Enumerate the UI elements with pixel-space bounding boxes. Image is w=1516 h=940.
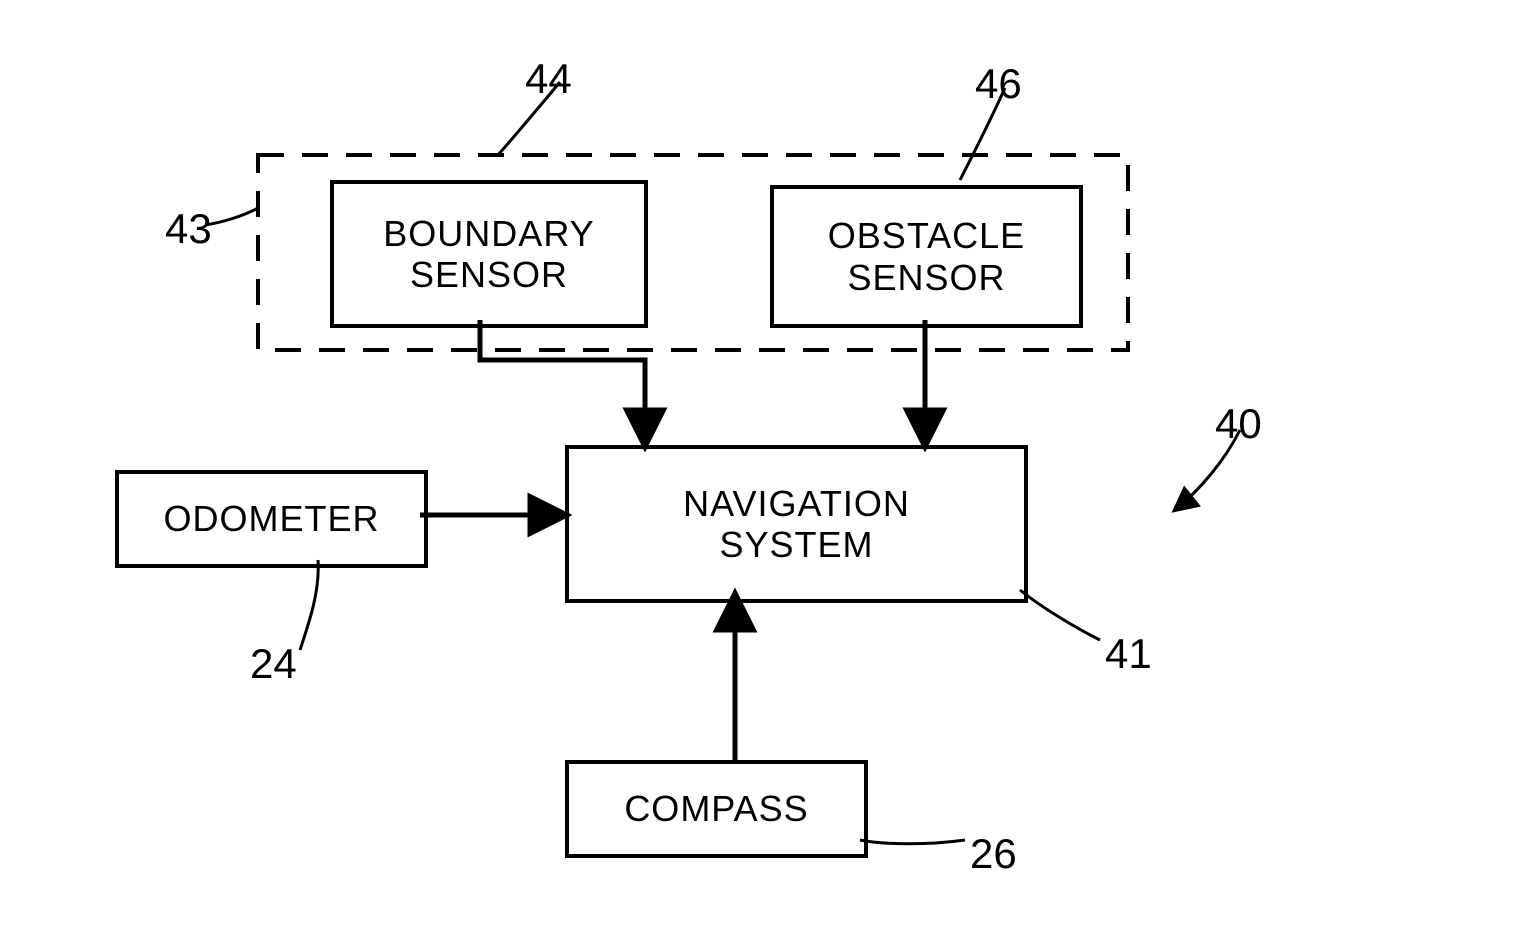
compass-text: COMPASS [624,788,808,829]
edge-boundary-to-nav [480,320,645,445]
ref-label-26: 26 [970,830,1017,878]
leader-24 [300,560,318,650]
node-odometer: ODOMETER [115,470,428,568]
leader-26 [860,840,965,844]
obstacle-sensor-line1: OBSTACLE [828,215,1025,256]
odometer-text: ODOMETER [163,498,379,539]
navigation-line2: SYSTEM [719,524,873,565]
obstacle-sensor-line2: SENSOR [847,257,1005,298]
boundary-sensor-line2: SENSOR [410,254,568,295]
ref-label-41: 41 [1105,630,1152,678]
leader-41 [1020,590,1100,640]
node-boundary-sensor: BOUNDARY SENSOR [330,180,648,328]
ref-label-46: 46 [975,60,1022,108]
ref-label-43: 43 [165,205,212,253]
diagram-canvas: BOUNDARY SENSOR OBSTACLE SENSOR ODOMETER… [0,0,1516,940]
node-navigation-system: NAVIGATION SYSTEM [565,445,1028,603]
ref-label-24: 24 [250,640,297,688]
ref-label-40: 40 [1215,400,1262,448]
node-compass: COMPASS [565,760,868,858]
ref-label-44: 44 [525,55,572,103]
node-obstacle-sensor: OBSTACLE SENSOR [770,185,1083,328]
boundary-sensor-line1: BOUNDARY [383,213,594,254]
leader-43 [205,208,258,225]
navigation-line1: NAVIGATION [683,483,910,524]
